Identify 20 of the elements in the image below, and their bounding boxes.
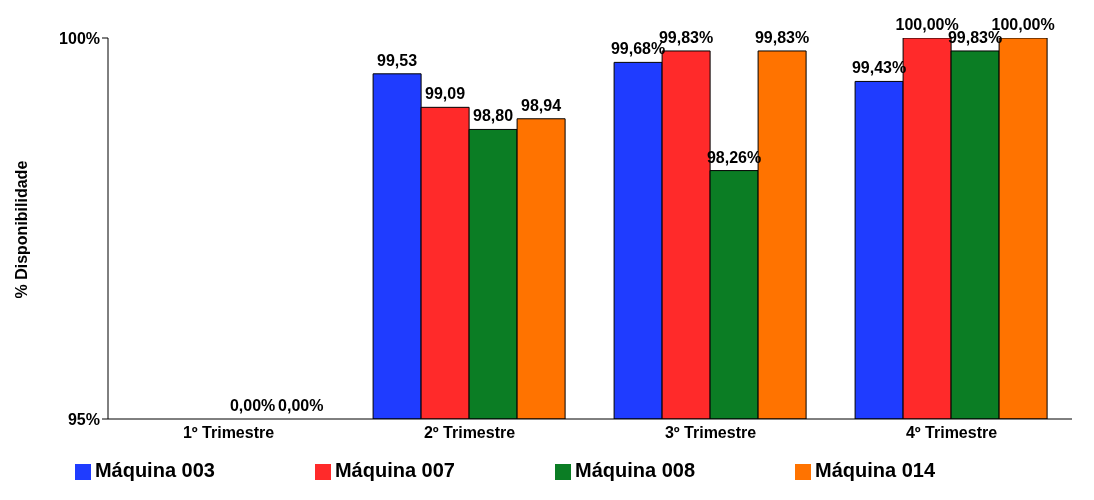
y-tick-label: 95%: [67, 410, 100, 428]
x-tick-label: 3º Trimestre: [664, 424, 757, 442]
data-label: 99,83%: [754, 28, 810, 46]
data-label: 98,94: [521, 96, 562, 114]
data-label: 99,53: [377, 51, 418, 69]
x-tick-label: 1º Trimestre: [182, 424, 275, 442]
y-axis-title: % Disponibilidade: [12, 160, 30, 299]
data-label: 100,00%: [895, 16, 959, 33]
legend-label: Máquina 008: [575, 459, 696, 481]
legend-label: Máquina 014: [815, 459, 936, 481]
y-tick-label: 100%: [59, 29, 100, 47]
x-tick-label: 4º Trimestre: [905, 424, 998, 442]
legend-label: Máquina 003: [94, 459, 215, 481]
data-label: 99,09: [425, 85, 466, 103]
data-label: 100,00%: [991, 16, 1055, 33]
x-tick-label: 2º Trimestre: [423, 424, 516, 442]
text: 0,00%: [278, 397, 324, 414]
legend-label: Máquina 007: [334, 459, 455, 481]
data-label: 98,80: [473, 107, 514, 125]
text: 0,00%: [229, 397, 276, 414]
